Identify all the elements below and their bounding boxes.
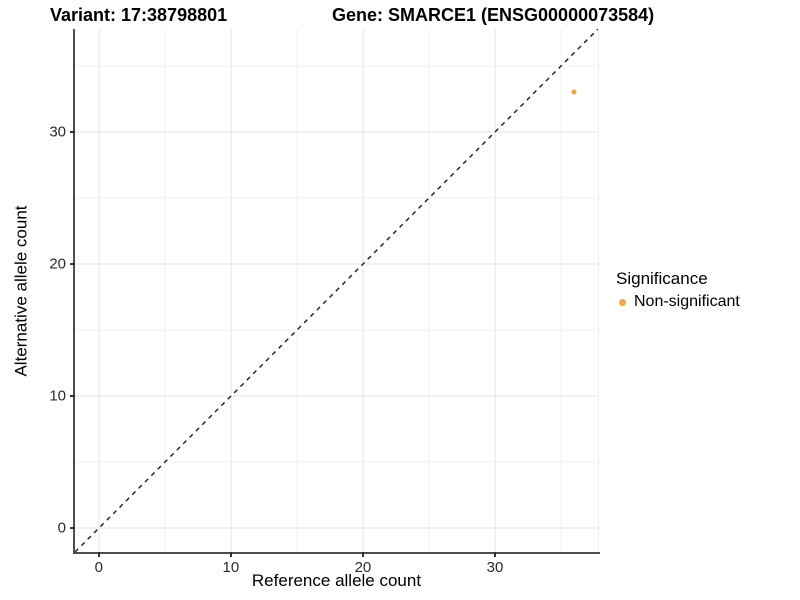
minor-gridline-h — [75, 461, 598, 463]
x-tick-mark — [97, 552, 100, 557]
major-gridline-v — [98, 29, 100, 552]
minor-gridline-v — [560, 29, 562, 552]
legend-marker — [619, 298, 626, 306]
y-tick-label: 10 — [49, 387, 66, 405]
x-tick-label: 20 — [354, 559, 372, 576]
major-gridline-h — [75, 263, 598, 265]
y-tick-mark — [70, 131, 75, 133]
major-gridline-v — [362, 29, 364, 552]
major-gridline-h — [75, 395, 598, 397]
minor-gridline-h — [75, 329, 598, 331]
legend: Significance Non-significant — [616, 269, 740, 311]
legend-entry-label: Non-significant — [634, 293, 740, 310]
x-tick-label: 30 — [486, 559, 504, 576]
x-axis-line — [73, 552, 600, 554]
y-tick-mark — [70, 263, 75, 266]
major-gridline-h — [75, 131, 598, 133]
x-axis-title: Reference allele count — [251, 571, 422, 590]
minor-gridline-h — [75, 197, 598, 199]
x-tick-label: 10 — [222, 559, 240, 576]
minor-gridline-v — [428, 29, 430, 552]
y-tick-label: 20 — [49, 255, 66, 273]
y-axis-title: Alternative allele count — [11, 205, 31, 377]
y-tick-mark — [70, 527, 75, 530]
y-tick-mark — [70, 395, 75, 398]
major-gridline-v — [230, 29, 232, 552]
plot-title-gene: Gene: SMARCE1 (ENSG00000073584) — [332, 5, 655, 25]
x-tick-mark — [229, 552, 232, 557]
x-tick-mark — [361, 552, 364, 557]
major-gridline-h — [75, 527, 598, 529]
minor-gridline-v — [164, 29, 166, 552]
minor-gridline-h — [75, 65, 598, 67]
x-tick-label: 0 — [94, 559, 103, 576]
minor-gridline-v — [296, 29, 298, 552]
plot-panel: 0 10 20 30 0 10 20 30 — [49, 29, 599, 576]
y-tick-label: 30 — [49, 123, 66, 141]
legend-entry: Non-significant — [616, 293, 740, 311]
y-tick-label: 0 — [57, 519, 66, 537]
data-point — [571, 89, 577, 95]
identity-line — [75, 29, 598, 552]
legend-title: Significance — [616, 269, 708, 288]
x-tick-mark — [493, 552, 496, 557]
major-gridline-v — [494, 29, 496, 552]
identity-line-svg — [75, 29, 598, 552]
y-axis-line — [73, 29, 75, 554]
plot-title-variant: Variant: 17:38798801 — [50, 5, 228, 25]
